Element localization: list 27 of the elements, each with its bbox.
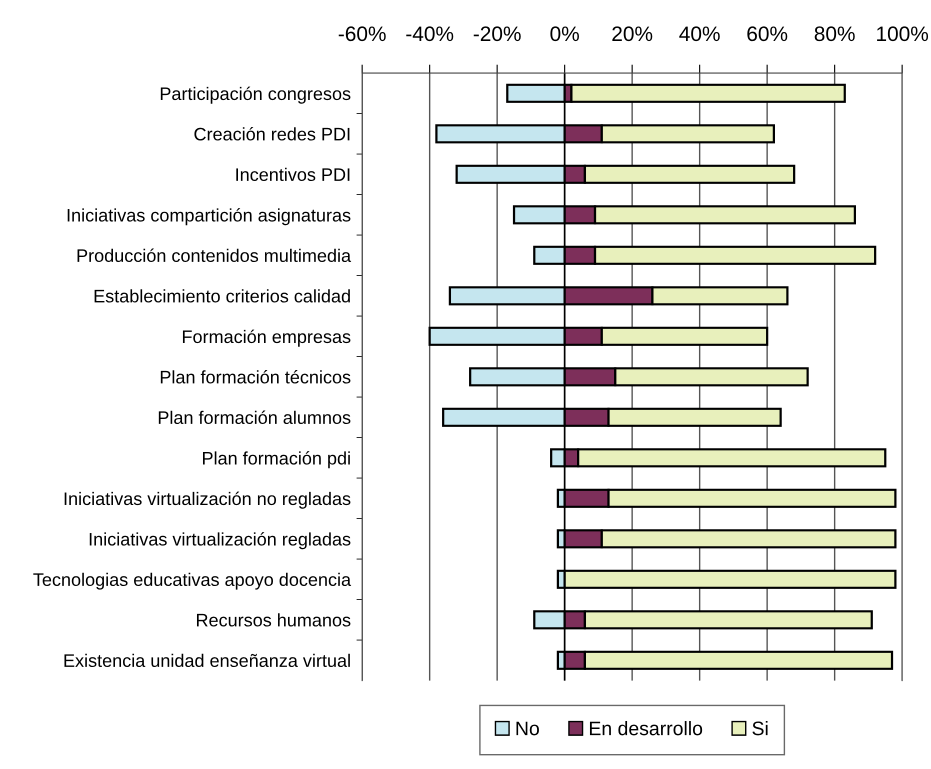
y-tick-label: Existencia unidad enseñanza virtual <box>64 654 350 668</box>
x-tick-label: 20% <box>612 26 652 42</box>
legend-label: No <box>516 722 539 736</box>
y-tick-label: Plan formación alumnos <box>158 410 350 424</box>
y-tick-label: Plan formación técnicos <box>160 370 350 384</box>
x-tick-label: 100% <box>877 26 928 42</box>
x-tick-label: -40% <box>406 26 454 42</box>
y-tick-label: Incentivos PDI <box>236 168 350 182</box>
x-tick-label: 40% <box>679 26 720 42</box>
y-tick-label: Establecimiento criterios calidad <box>94 289 350 303</box>
y-tick-label: Iniciativas virtualización regladas <box>90 532 350 550</box>
y-tick-label: Plan formación pdi <box>203 451 350 468</box>
y-tick-label: Iniciativas compartición asignaturas <box>68 208 350 226</box>
y-tick-label: Iniciativas virtualización no regladas <box>64 492 350 509</box>
y-tick-label: Producción contenidos multimedia <box>78 248 352 262</box>
y-tick-label: Tecnologias educativas apoyo docencia <box>33 572 352 590</box>
legend-label: En desarrollo <box>590 721 702 736</box>
x-tick-label: -20% <box>474 26 521 42</box>
y-tick-label: Creación redes PDI <box>194 127 350 141</box>
x-tick-label: 80% <box>814 26 855 42</box>
x-tick-label: -60% <box>338 26 386 42</box>
x-tick-label: 60% <box>747 26 788 42</box>
legend-label: Si <box>752 721 768 736</box>
y-tick-label: Participación congresos <box>160 86 350 104</box>
y-tick-label: Formación empresas <box>182 330 350 347</box>
y-tick-label: Recursos humanos <box>196 613 350 627</box>
x-tick-label: 0% <box>550 26 579 42</box>
